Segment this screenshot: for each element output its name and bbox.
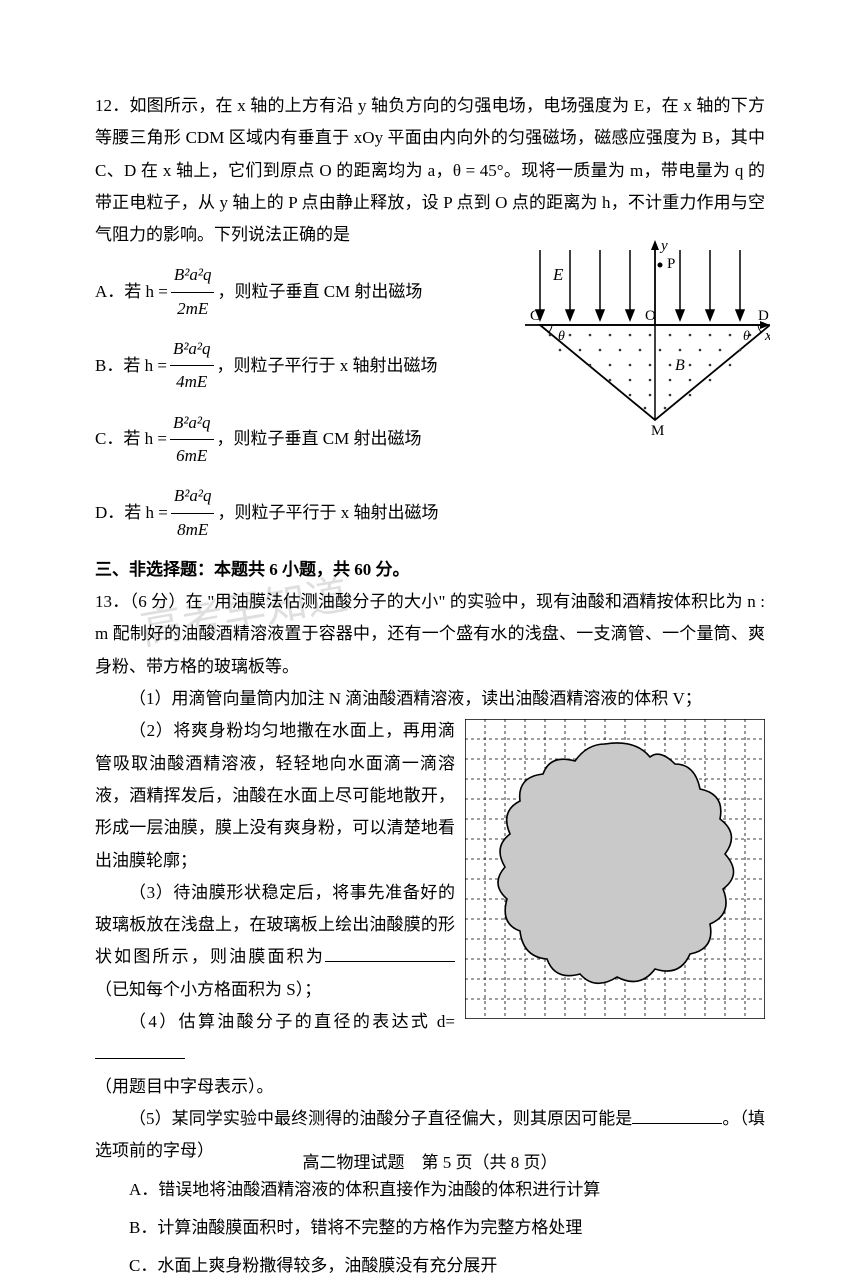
svg-text:y: y — [659, 240, 668, 254]
svg-text:B: B — [675, 357, 685, 374]
svg-text:x: x — [764, 328, 770, 344]
svg-text:C: C — [530, 308, 540, 324]
q13-figure — [465, 719, 765, 1019]
q13-option-b: B．计算油酸膜面积时，错将不完整的方格作为完整方格处理 — [95, 1212, 765, 1244]
blank-d — [95, 1058, 185, 1059]
blank-area — [325, 961, 455, 962]
q12-stem: 12．如图所示，在 x 轴的上方有沿 y 轴负方向的匀强电场，电场强度为 E，在… — [95, 90, 765, 251]
q12-option-d: D．若 h = B²a²q 8mE ，则粒子平行于 x 轴射出磁场 — [95, 480, 765, 546]
q13-option-c: C．水面上爽身粉撒得较多，油酸膜没有充分展开 — [95, 1250, 765, 1282]
svg-text:θ: θ — [558, 329, 565, 344]
section-3-heading: 三、非选择题：本题共 6 小题，共 60 分。 — [95, 554, 765, 586]
svg-text:P: P — [667, 256, 675, 272]
svg-text:θ: θ — [743, 329, 750, 344]
svg-text:E: E — [552, 265, 564, 284]
svg-text:O: O — [645, 308, 656, 324]
svg-text:D: D — [758, 308, 769, 324]
svg-text:M: M — [651, 423, 664, 439]
q13-p1: （1）用滴管向量筒内加注 N 滴油酸酒精溶液，读出油酸酒精溶液的体积 V； — [95, 683, 765, 715]
blank-reason — [632, 1123, 722, 1124]
q12-figure: E P C O D M B θ θ x y — [520, 240, 770, 440]
q13-stem: 13．（6 分）在 "用油膜法估测油酸分子的大小" 的实验中，现有油酸和酒精按体… — [95, 586, 765, 683]
page-footer: 高二物理试题 第 5 页（共 8 页） — [0, 1147, 860, 1179]
q13-p4: （4）估算油酸分子的直径的表达式 d= （用题目中字母表示）。 — [95, 1006, 765, 1103]
